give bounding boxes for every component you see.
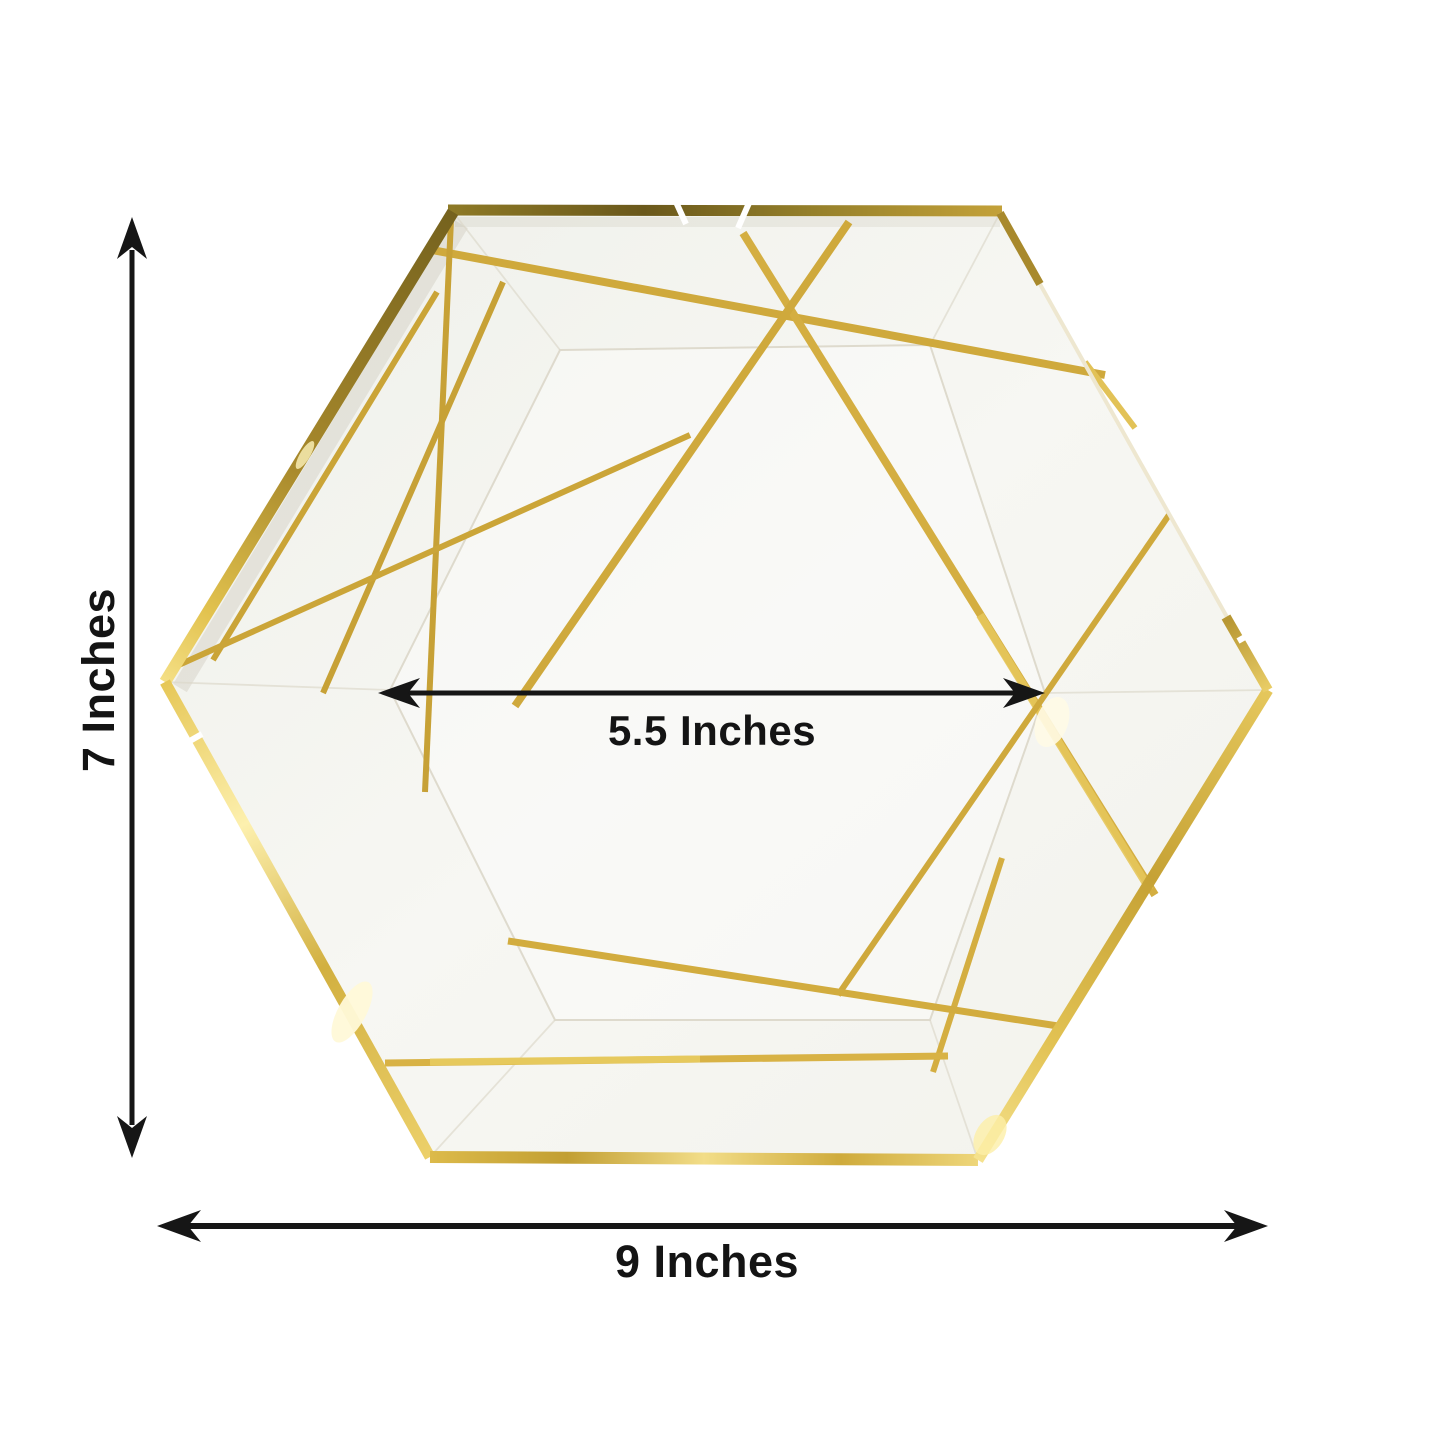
foil-breaks [186,200,1254,745]
hexagon-plate-image [159,200,1273,1166]
outer-width-dimension-arrow [157,1210,1268,1242]
height-dimension-label: 7 Inches [73,587,124,773]
gold-rim-edges [159,204,1273,1166]
inner-width-dimension-arrow [378,678,1045,708]
dimension-arrows [117,217,1268,1242]
outer-width-dimension-label: 9 Inches [614,1236,800,1287]
foil-glares [295,441,1070,1156]
inner-width-dimension-label: 5.5 Inches [607,707,817,754]
gold-pattern-lines [170,219,1172,1073]
height-dimension-arrow [117,217,147,1158]
